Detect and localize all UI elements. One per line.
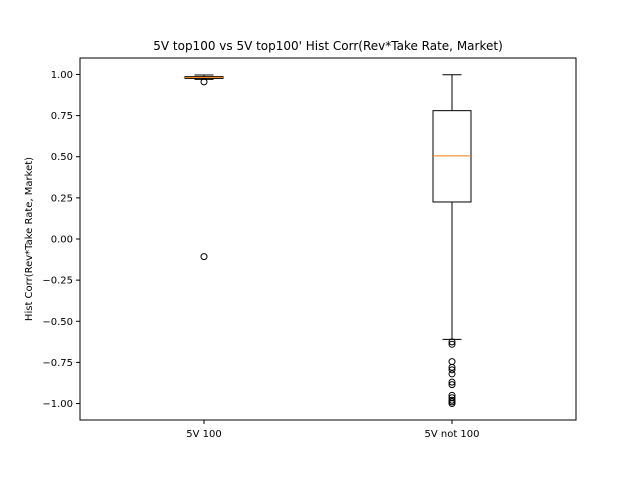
outlier-point: [448, 370, 456, 378]
plot-area: −1.00 −0.75 −0.50 −0.25 0.00 0.25 0.50 0.75 1.00…: [42, 70, 479, 440]
outlier-point: [448, 363, 456, 371]
y-tick-label: 1.00: [51, 70, 73, 81]
x-tick-label: 5V 100: [186, 429, 221, 440]
y-tick-label: 0.75: [51, 111, 73, 122]
outlier-point: [448, 400, 456, 408]
outlier-point: [448, 340, 456, 348]
outlier-point: [448, 391, 456, 399]
x-tick-label: 5V not 100: [424, 429, 479, 440]
y-tick-label: −0.50: [42, 317, 73, 328]
outlier-point: [448, 378, 456, 386]
y-tick-label: 0.50: [51, 152, 73, 163]
outlier-point: [448, 366, 456, 374]
y-axis-label: Hist Corr(Rev*Take Rate, Market): [24, 157, 35, 321]
outlier-point: [200, 253, 208, 261]
y-tick-label: 0.00: [51, 235, 73, 246]
chart-title: 5V top100 vs 5V top100' Hist Corr(Rev*Ta…: [153, 39, 503, 53]
y-tick-label: −0.25: [42, 276, 73, 287]
outlier-point: [448, 381, 456, 389]
outlier-point: [448, 338, 456, 346]
outlier-point: [200, 78, 208, 86]
y-tick-label: −1.00: [42, 399, 73, 410]
axes-frame: [79, 57, 577, 421]
y-tick-label: 0.25: [51, 193, 73, 204]
y-tick-label: −0.75: [42, 358, 73, 369]
